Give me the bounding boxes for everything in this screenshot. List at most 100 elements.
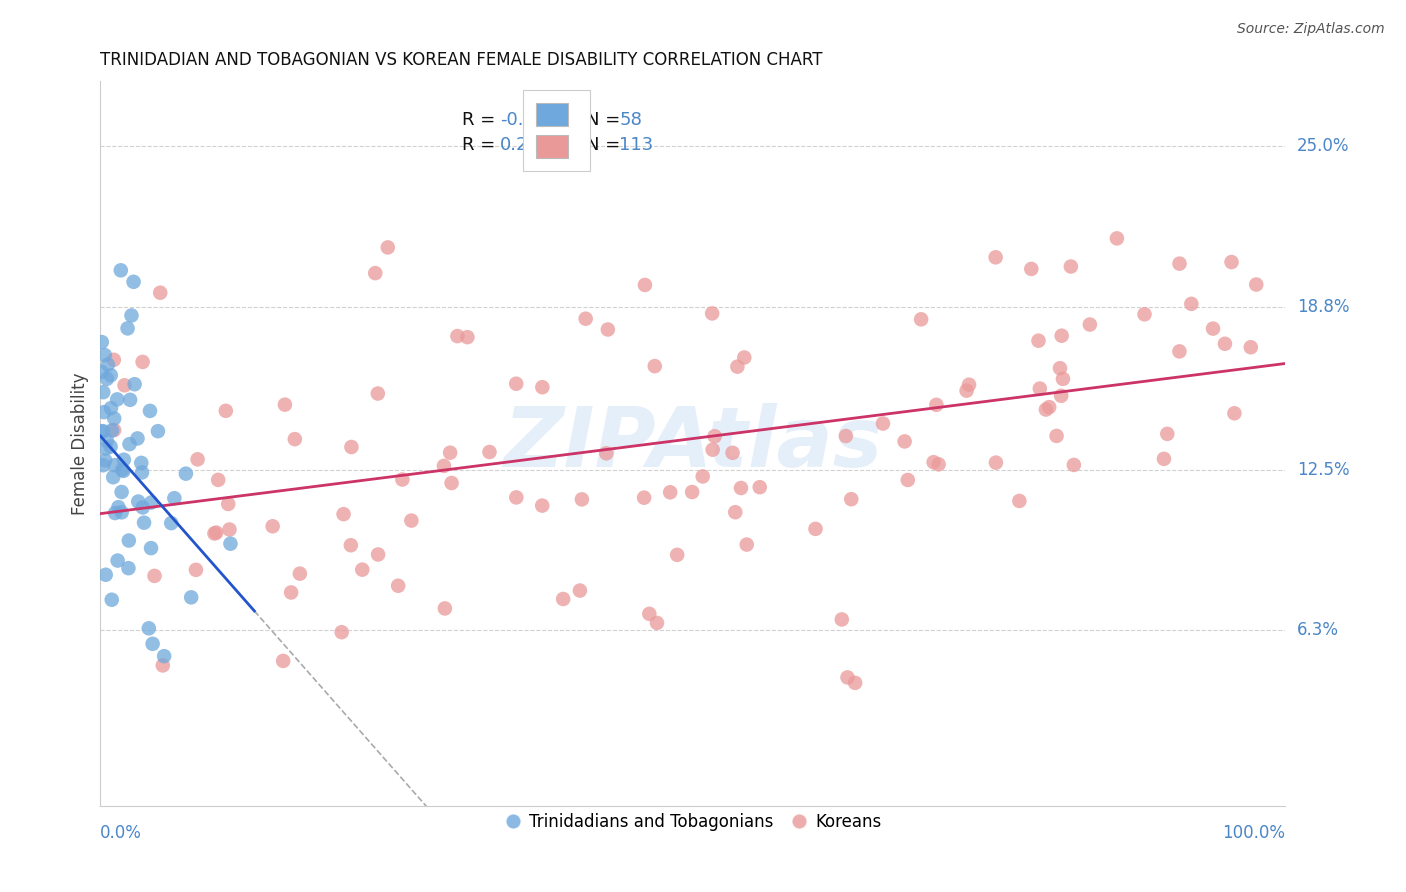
- Point: [118, 533, 141, 548]
- Point: [531, 499, 554, 513]
- Point: [340, 440, 363, 454]
- Point: [330, 625, 353, 640]
- Point: [1028, 334, 1050, 348]
- Text: N =: N =: [586, 136, 626, 154]
- Point: [925, 398, 948, 412]
- Point: [94, 453, 117, 467]
- Point: [218, 523, 240, 537]
- Point: [127, 432, 149, 446]
- Point: [204, 526, 226, 541]
- Point: [724, 505, 747, 519]
- Point: [634, 277, 657, 292]
- Point: [219, 537, 242, 551]
- Point: [160, 516, 183, 530]
- Text: 0.0%: 0.0%: [100, 824, 142, 842]
- Point: [149, 285, 172, 300]
- Point: [138, 621, 160, 635]
- Point: [835, 429, 858, 443]
- Point: [112, 464, 135, 478]
- Point: [114, 378, 136, 392]
- Point: [1156, 426, 1178, 441]
- Point: [638, 607, 661, 621]
- Point: [531, 380, 554, 394]
- Point: [100, 440, 122, 454]
- Text: ZIPAtlas: ZIPAtlas: [503, 403, 883, 484]
- Text: R =: R =: [461, 112, 501, 129]
- Point: [332, 507, 354, 521]
- Point: [152, 658, 174, 673]
- Point: [568, 583, 591, 598]
- Text: 113: 113: [620, 136, 654, 154]
- Point: [1240, 340, 1263, 354]
- Point: [440, 475, 463, 490]
- Point: [571, 492, 593, 507]
- Point: [984, 250, 1007, 264]
- Text: 18.8%: 18.8%: [1298, 298, 1350, 316]
- Point: [1038, 400, 1060, 414]
- Point: [271, 654, 294, 668]
- Point: [910, 312, 932, 326]
- Text: -0.413: -0.413: [499, 112, 558, 129]
- Y-axis label: Female Disability: Female Disability: [72, 373, 89, 515]
- Point: [984, 456, 1007, 470]
- Text: N =: N =: [586, 112, 626, 129]
- Point: [553, 592, 575, 607]
- Point: [1213, 336, 1236, 351]
- Point: [733, 351, 755, 365]
- Point: [367, 548, 389, 562]
- Point: [96, 434, 118, 448]
- Point: [100, 368, 122, 383]
- Text: 25.0%: 25.0%: [1298, 137, 1350, 155]
- Text: 58: 58: [620, 112, 643, 129]
- Point: [90, 425, 112, 439]
- Point: [955, 384, 977, 398]
- Point: [117, 321, 139, 335]
- Point: [91, 458, 114, 473]
- Point: [340, 538, 363, 552]
- Point: [1060, 260, 1083, 274]
- Point: [105, 392, 128, 407]
- Point: [187, 452, 209, 467]
- Point: [377, 240, 399, 254]
- Point: [804, 522, 827, 536]
- Point: [702, 442, 724, 457]
- Point: [725, 359, 748, 374]
- Point: [401, 514, 423, 528]
- Text: TRINIDADIAN AND TOBAGONIAN VS KOREAN FEMALE DISABILITY CORRELATION CHART: TRINIDADIAN AND TOBAGONIAN VS KOREAN FEM…: [100, 51, 823, 69]
- Point: [446, 329, 468, 343]
- Text: 6.3%: 6.3%: [1298, 621, 1339, 640]
- Point: [1050, 328, 1073, 343]
- Point: [872, 417, 894, 431]
- Point: [129, 456, 152, 470]
- Point: [207, 473, 229, 487]
- Point: [893, 434, 915, 449]
- Point: [120, 392, 142, 407]
- Point: [94, 442, 117, 456]
- Point: [110, 485, 132, 500]
- Point: [118, 437, 141, 451]
- Point: [721, 446, 744, 460]
- Legend: Trinidadians and Tobagonians, Koreans: Trinidadians and Tobagonians, Koreans: [498, 806, 889, 838]
- Point: [131, 355, 153, 369]
- Point: [644, 359, 666, 373]
- Point: [1105, 231, 1128, 245]
- Point: [117, 561, 139, 575]
- Point: [262, 519, 284, 533]
- Point: [139, 404, 162, 418]
- Point: [274, 398, 297, 412]
- Point: [922, 455, 945, 469]
- Point: [928, 457, 950, 471]
- Point: [141, 495, 163, 509]
- Point: [284, 432, 307, 446]
- Point: [1153, 451, 1175, 466]
- Point: [146, 424, 169, 438]
- Text: 0.246: 0.246: [499, 136, 551, 154]
- Point: [121, 309, 143, 323]
- Point: [163, 491, 186, 506]
- Point: [142, 637, 165, 651]
- Point: [666, 548, 689, 562]
- Point: [1133, 307, 1156, 321]
- Point: [730, 481, 752, 495]
- Point: [692, 469, 714, 483]
- Text: 100.0%: 100.0%: [1222, 824, 1285, 842]
